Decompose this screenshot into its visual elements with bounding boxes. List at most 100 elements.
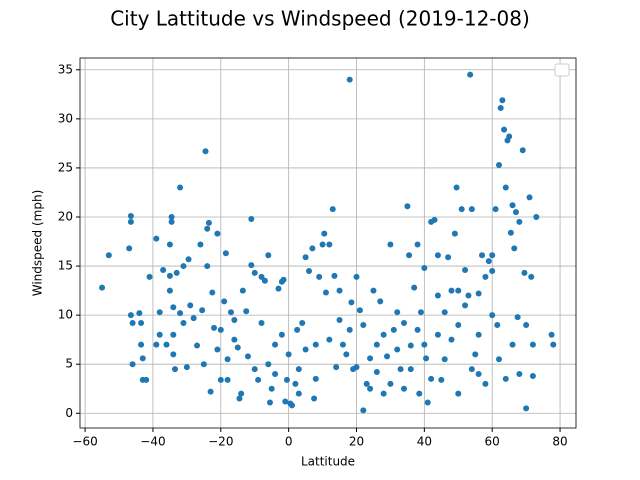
x-tick-label: 0 xyxy=(285,435,293,449)
point xyxy=(421,265,428,272)
point xyxy=(387,241,394,248)
x-tick-label: 80 xyxy=(552,435,567,449)
point xyxy=(261,277,268,284)
point xyxy=(533,213,540,220)
point xyxy=(170,304,177,311)
point xyxy=(312,375,319,382)
point xyxy=(380,390,387,397)
point xyxy=(204,263,211,270)
point xyxy=(166,272,173,279)
x-tick-label: 60 xyxy=(485,435,500,449)
point xyxy=(501,126,508,133)
point xyxy=(467,71,474,78)
point xyxy=(346,76,353,83)
x-tick-label: −20 xyxy=(208,435,233,449)
y-tick-label: 25 xyxy=(58,160,73,174)
point xyxy=(99,284,106,291)
point xyxy=(211,324,218,331)
point xyxy=(406,252,413,259)
point xyxy=(168,218,175,225)
point xyxy=(268,385,275,392)
plot-frame xyxy=(79,57,577,429)
point xyxy=(548,331,555,338)
point xyxy=(138,341,145,348)
point xyxy=(163,341,170,348)
point xyxy=(283,376,290,383)
point xyxy=(468,206,475,213)
point xyxy=(479,252,486,259)
point xyxy=(499,97,506,104)
point xyxy=(489,252,496,259)
point xyxy=(185,256,192,263)
point xyxy=(363,380,370,387)
y-tick-label: 20 xyxy=(58,209,73,223)
point xyxy=(224,356,231,363)
point xyxy=(156,309,163,316)
point xyxy=(380,331,387,338)
point xyxy=(311,395,318,402)
point xyxy=(462,266,469,273)
point xyxy=(394,309,401,316)
point xyxy=(265,252,272,259)
points xyxy=(99,71,557,414)
point xyxy=(278,331,285,338)
point xyxy=(528,273,535,280)
x-tick-label: −40 xyxy=(140,435,165,449)
point xyxy=(407,342,414,349)
point xyxy=(494,321,501,328)
point xyxy=(472,351,479,358)
point xyxy=(423,355,430,362)
point xyxy=(489,267,496,274)
point xyxy=(217,376,224,383)
point xyxy=(400,385,407,392)
point xyxy=(204,225,211,232)
x-tick-label: −60 xyxy=(72,435,97,449)
point xyxy=(295,390,302,397)
point xyxy=(502,184,509,191)
point xyxy=(416,390,423,397)
point xyxy=(428,375,435,382)
point xyxy=(258,319,265,326)
point xyxy=(333,364,340,371)
point xyxy=(529,372,536,379)
point xyxy=(255,376,262,383)
point xyxy=(127,312,134,319)
point xyxy=(441,309,448,316)
y-tick-label: 30 xyxy=(58,111,73,125)
point xyxy=(126,245,133,252)
point xyxy=(502,375,509,382)
point xyxy=(495,356,502,363)
point xyxy=(316,273,323,280)
point xyxy=(434,252,441,259)
point xyxy=(209,289,216,296)
point xyxy=(475,290,482,297)
point xyxy=(526,194,533,201)
point xyxy=(414,326,421,333)
point xyxy=(202,148,209,155)
point xyxy=(207,388,214,395)
point xyxy=(407,366,414,373)
point xyxy=(170,331,177,338)
point xyxy=(523,405,530,412)
point xyxy=(166,241,173,248)
point xyxy=(329,206,336,213)
point xyxy=(529,341,536,348)
point xyxy=(411,284,418,291)
point xyxy=(521,269,528,276)
y-tick-label: 0 xyxy=(65,406,73,420)
point xyxy=(136,310,143,317)
point xyxy=(431,216,438,223)
point xyxy=(187,302,194,309)
point xyxy=(153,341,160,348)
y-tick-label: 10 xyxy=(58,308,73,322)
y-axis-label: Windspeed (mph) xyxy=(31,190,45,297)
point xyxy=(160,266,167,273)
point xyxy=(336,317,343,324)
point xyxy=(265,361,272,368)
point xyxy=(390,326,397,333)
point xyxy=(453,184,460,191)
point xyxy=(404,203,411,210)
point xyxy=(445,254,452,261)
point xyxy=(234,344,241,351)
